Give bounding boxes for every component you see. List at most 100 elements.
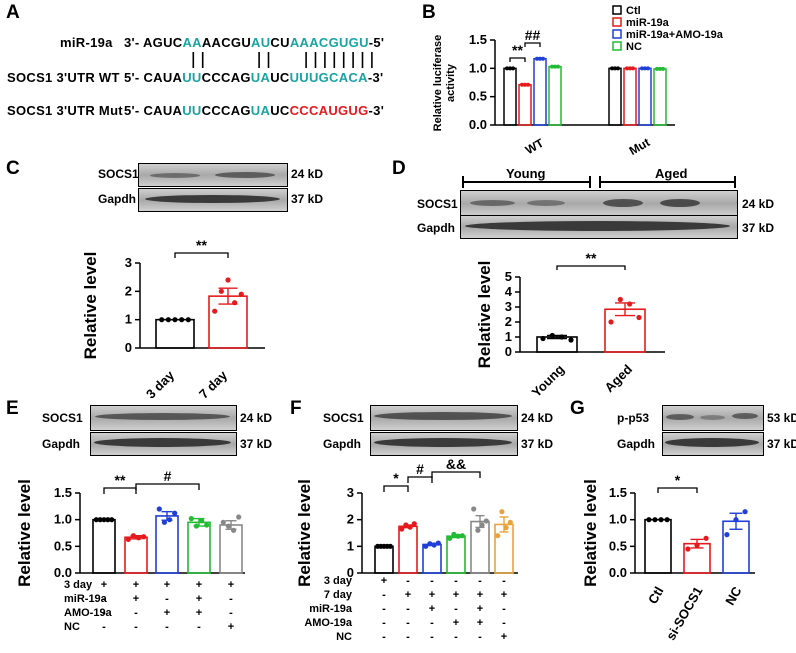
y-tick-label: 0 [125,340,132,355]
y-tick-label: 0.5 [469,89,487,104]
data-point [652,517,658,523]
seq-direction-3: -3' [368,103,385,118]
blot-g-pp53-size: 53 kD [767,411,796,425]
seq-direction-5: 5'- [124,70,144,85]
table-cell: - [229,593,233,605]
data-point [435,540,441,546]
bar [503,67,517,126]
y-tick-label: 2 [125,283,132,298]
data-point [455,533,461,539]
seq-segment: CCCAG [201,103,251,118]
y-tick-label: 5 [505,269,512,284]
table-row-label: AMO-19a [64,607,113,619]
seq-segment: AGUC [142,35,183,50]
significance-bracket [103,487,137,494]
table-cell: + [228,579,234,591]
seq-label-wt: SOCS1 3'UTR WT [7,70,120,85]
bar [92,518,116,574]
blot-c-gapdh-label: Gapdh [98,192,136,206]
y-tick-label: 0.0 [609,565,627,580]
legend-label: miR-19a+AMO-19a [626,29,724,41]
data-point [559,334,565,340]
y-tick-label: 0 [347,565,354,580]
data-point [724,532,730,538]
legend-swatch [612,41,622,51]
panel-label-a: A [6,2,20,23]
significance-bracket [524,42,541,47]
y-tick-label: 4 [505,284,513,299]
y-tick-label: 1.5 [54,485,72,500]
table-cell: + [164,607,170,619]
bar [644,518,672,574]
data-point [703,535,709,541]
data-point [658,517,664,523]
data-point [733,517,739,523]
data-point [447,535,453,541]
x-tick-label: 3 day [143,367,178,398]
seq-segment: CAUA [143,103,183,118]
data-point [610,66,614,71]
data-point [631,66,635,71]
data-point [526,82,530,87]
table-cell: + [133,579,139,591]
data-point [495,533,501,539]
data-point [166,517,173,523]
band [374,438,512,447]
panel-c-chart: 0 1 2 3 Relative level 3 day 7 day ** [81,237,265,398]
table-cell: + [196,607,202,619]
table-cell: + [164,579,170,591]
significance-label: ## [525,27,541,43]
table-cell: - [430,631,434,643]
x-tick-label: Aged [602,361,636,395]
y-tick-label: 1.5 [609,485,627,500]
significance-label: # [164,468,172,484]
data-point [636,314,642,321]
data-point [451,531,457,537]
blot-d-gapdh-size: 37 kD [742,221,775,235]
seq-segment: CCCAG [201,70,251,85]
significance-label: ** [196,237,207,253]
legend-swatch [612,5,622,15]
y-tick-label: 0.5 [54,538,72,553]
y-tick-label: 1.0 [54,512,72,527]
data-point [475,527,481,533]
data-point [483,518,489,524]
data-point [172,510,178,516]
data-point [399,526,405,532]
seq-direction-5: 3'- [124,35,143,50]
data-point [646,517,652,523]
bar [155,318,195,349]
data-point [459,533,465,539]
data-point [479,522,485,528]
significance-bracket [407,476,433,483]
x-tick-label: Ctl [645,584,667,607]
table-cell: + [429,603,435,615]
significance-bracket [509,57,526,62]
data-point [161,519,168,525]
data-point [109,517,115,523]
table-cell: - [478,631,482,643]
seq-segment: AACGU [201,35,252,50]
data-point [230,527,237,533]
legend-swatch [612,17,622,27]
table-cell: + [405,589,411,601]
bar [623,67,637,126]
data-point [93,517,99,523]
panel-e-chart: 0.0 0.5 1.0 1.5 Relative level ** #3 day + + + + + m… [15,468,245,633]
data-point [540,335,546,342]
bar [608,67,622,126]
data-point [159,317,165,323]
significance-bracket [431,471,481,478]
data-point [685,546,691,552]
seq-segment: UC [270,70,290,85]
x-tick-label: 7 day [196,367,231,398]
seq-direction-3: -5' [368,35,385,50]
blot-e-socs1-size: 24 kD [240,411,273,425]
blot-f-socs1-label: SOCS1 [323,411,364,425]
data-point [188,516,194,522]
table-cell: + [381,575,387,587]
data-point [627,301,633,307]
table-cell: + [196,579,202,591]
table-cell: + [453,617,459,629]
